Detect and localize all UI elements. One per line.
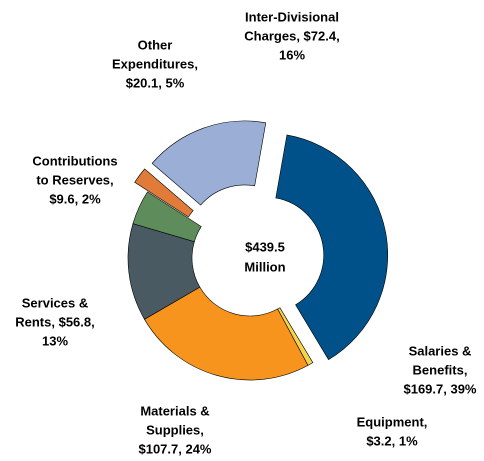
data-label: 16%	[279, 47, 305, 62]
data-label: $169.7, 39%	[403, 381, 476, 396]
donut-segment	[144, 286, 309, 381]
data-label: Supplies,	[146, 422, 204, 437]
data-label: $107.7, 24%	[138, 441, 211, 456]
data-label: $20.1, 5%	[126, 75, 185, 90]
data-label: to Reserves,	[36, 172, 113, 187]
data-label: Benefits,	[413, 362, 468, 377]
donut-segment	[275, 134, 389, 361]
data-label: Rents, $56.8,	[15, 314, 95, 329]
data-label: Equipment,	[357, 414, 428, 429]
data-label: $3.2, 1%	[366, 433, 418, 448]
data-label: Salaries &	[409, 343, 472, 358]
donut-segment	[132, 191, 202, 243]
donut-segment	[134, 168, 194, 218]
donut-segment	[151, 120, 267, 206]
data-label: Charges, $72.4,	[244, 28, 339, 43]
data-label: Services &	[22, 295, 89, 310]
data-label: Contributions	[32, 153, 117, 168]
data-label: Other	[138, 37, 173, 52]
center-label: Million	[244, 259, 285, 274]
data-label: Inter-Divisional	[245, 9, 339, 24]
data-label: Materials &	[140, 403, 209, 418]
data-label: Expenditures,	[112, 56, 198, 71]
center-label: $439.5	[245, 239, 285, 254]
data-label: $9.6, 2%	[49, 191, 101, 206]
data-label: 13%	[42, 333, 68, 348]
